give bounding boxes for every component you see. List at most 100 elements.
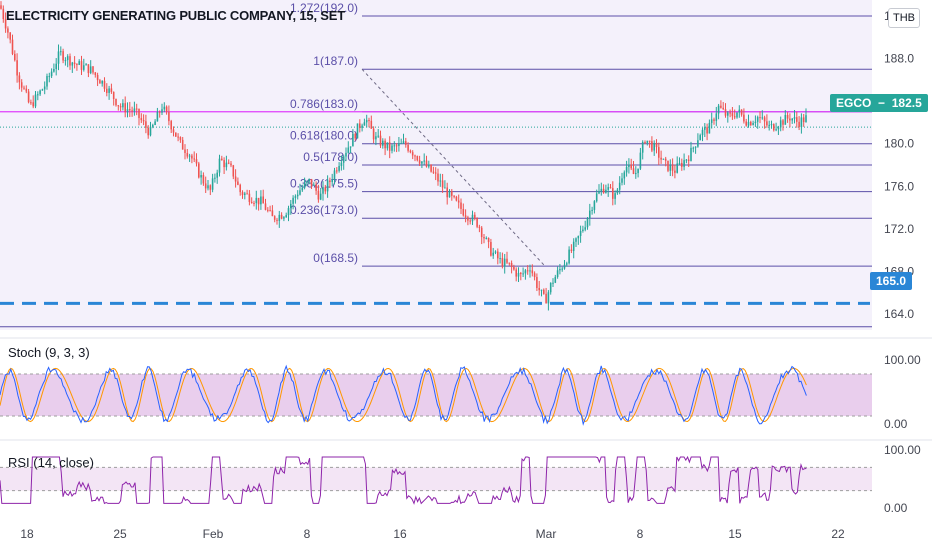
candle-body bbox=[457, 200, 460, 203]
candle-body bbox=[66, 56, 69, 61]
time-axis-tick: 22 bbox=[831, 527, 845, 541]
candle-body bbox=[188, 155, 191, 157]
currency-button[interactable]: THB bbox=[888, 8, 920, 28]
candle-body bbox=[195, 159, 198, 164]
candle-body bbox=[658, 147, 660, 158]
candle-body bbox=[384, 140, 386, 149]
candle-body bbox=[474, 214, 476, 219]
candle-body bbox=[655, 143, 658, 148]
candle-body bbox=[733, 116, 736, 118]
candle-body bbox=[99, 80, 101, 84]
candle-body bbox=[200, 175, 202, 178]
candle-body bbox=[53, 69, 55, 72]
candle-body bbox=[280, 214, 283, 219]
candle-body bbox=[676, 163, 678, 173]
candle-body bbox=[395, 145, 398, 147]
candle-body bbox=[112, 91, 115, 100]
candle-body bbox=[198, 163, 200, 178]
stoch-band bbox=[0, 374, 872, 416]
candle-body bbox=[405, 141, 407, 145]
candle-body bbox=[561, 268, 563, 270]
candle-body bbox=[184, 149, 186, 154]
candle-body bbox=[207, 185, 209, 189]
candle-body bbox=[122, 103, 124, 108]
candle-body bbox=[398, 143, 400, 147]
candle-body bbox=[724, 109, 727, 116]
candle-body bbox=[485, 237, 488, 239]
candle-body bbox=[775, 129, 777, 131]
candle-body bbox=[39, 90, 41, 95]
candle-body bbox=[331, 179, 333, 183]
candle-body bbox=[552, 282, 554, 284]
candle-body bbox=[517, 272, 520, 277]
candle-body bbox=[763, 117, 766, 122]
candle-body bbox=[570, 249, 573, 251]
candle-body bbox=[168, 112, 170, 122]
candle-body bbox=[644, 142, 646, 144]
candle-body bbox=[437, 173, 439, 182]
candle-body bbox=[83, 65, 85, 70]
candle-body bbox=[579, 231, 582, 236]
candle-body bbox=[232, 165, 235, 177]
stoch-axis-tick: 100.00 bbox=[884, 353, 921, 367]
candle-body bbox=[600, 188, 603, 192]
price-axis-tick: 176.0 bbox=[884, 179, 914, 193]
candle-body bbox=[365, 120, 368, 123]
candle-body bbox=[549, 282, 552, 293]
candle-body bbox=[140, 118, 143, 121]
rsi-band bbox=[0, 467, 872, 491]
fib-level-label: 0.5(178.0) bbox=[303, 150, 358, 164]
candle-body bbox=[163, 106, 166, 110]
candle-body bbox=[382, 140, 384, 146]
candle-body bbox=[135, 108, 138, 110]
price-label: 182.5 bbox=[891, 96, 922, 110]
fib-level-label: 0.236(173.0) bbox=[290, 203, 358, 217]
candle-body bbox=[273, 216, 276, 220]
candle-body bbox=[786, 114, 789, 119]
candle-body bbox=[671, 164, 674, 171]
candle-body bbox=[262, 196, 264, 204]
candle-body bbox=[23, 87, 25, 89]
candle-body bbox=[653, 143, 655, 151]
candle-body bbox=[572, 241, 575, 251]
candle-body bbox=[345, 152, 347, 157]
candle-body bbox=[62, 51, 64, 61]
candle-body bbox=[446, 187, 448, 198]
stoch-k-line bbox=[0, 364, 807, 426]
candle-body bbox=[515, 269, 517, 277]
candle-body bbox=[290, 203, 292, 209]
candle-body bbox=[119, 106, 122, 108]
candle-body bbox=[464, 215, 467, 218]
candle-body bbox=[211, 178, 214, 190]
candle-body bbox=[731, 113, 734, 117]
candle-body bbox=[244, 193, 246, 195]
candle-body bbox=[147, 127, 149, 136]
candle-body bbox=[354, 133, 356, 139]
ticker-label: EGCO bbox=[836, 96, 872, 110]
candle-body bbox=[469, 220, 471, 222]
candle-body bbox=[800, 117, 803, 127]
candle-body bbox=[55, 63, 57, 70]
candle-body bbox=[648, 140, 651, 142]
candle-body bbox=[683, 160, 685, 167]
candle-body bbox=[41, 89, 44, 91]
stoch-label: Stoch (9, 3, 3) bbox=[8, 345, 90, 360]
candle-body bbox=[336, 170, 338, 172]
candle-body bbox=[4, 19, 7, 29]
candle-body bbox=[669, 164, 672, 171]
candle-body bbox=[37, 94, 39, 96]
candle-body bbox=[175, 132, 177, 137]
rsi-line bbox=[0, 455, 807, 505]
candle-body bbox=[434, 172, 437, 174]
candle-body bbox=[662, 158, 665, 160]
candle-body bbox=[416, 156, 419, 161]
candle-body bbox=[43, 86, 46, 90]
candle-body bbox=[115, 99, 117, 106]
candle-body bbox=[391, 145, 393, 151]
candle-body bbox=[145, 121, 147, 128]
candle-body bbox=[11, 39, 14, 54]
candle-body bbox=[768, 124, 770, 126]
candle-body bbox=[317, 190, 320, 200]
candle-body bbox=[186, 153, 189, 157]
candle-body bbox=[218, 158, 221, 173]
